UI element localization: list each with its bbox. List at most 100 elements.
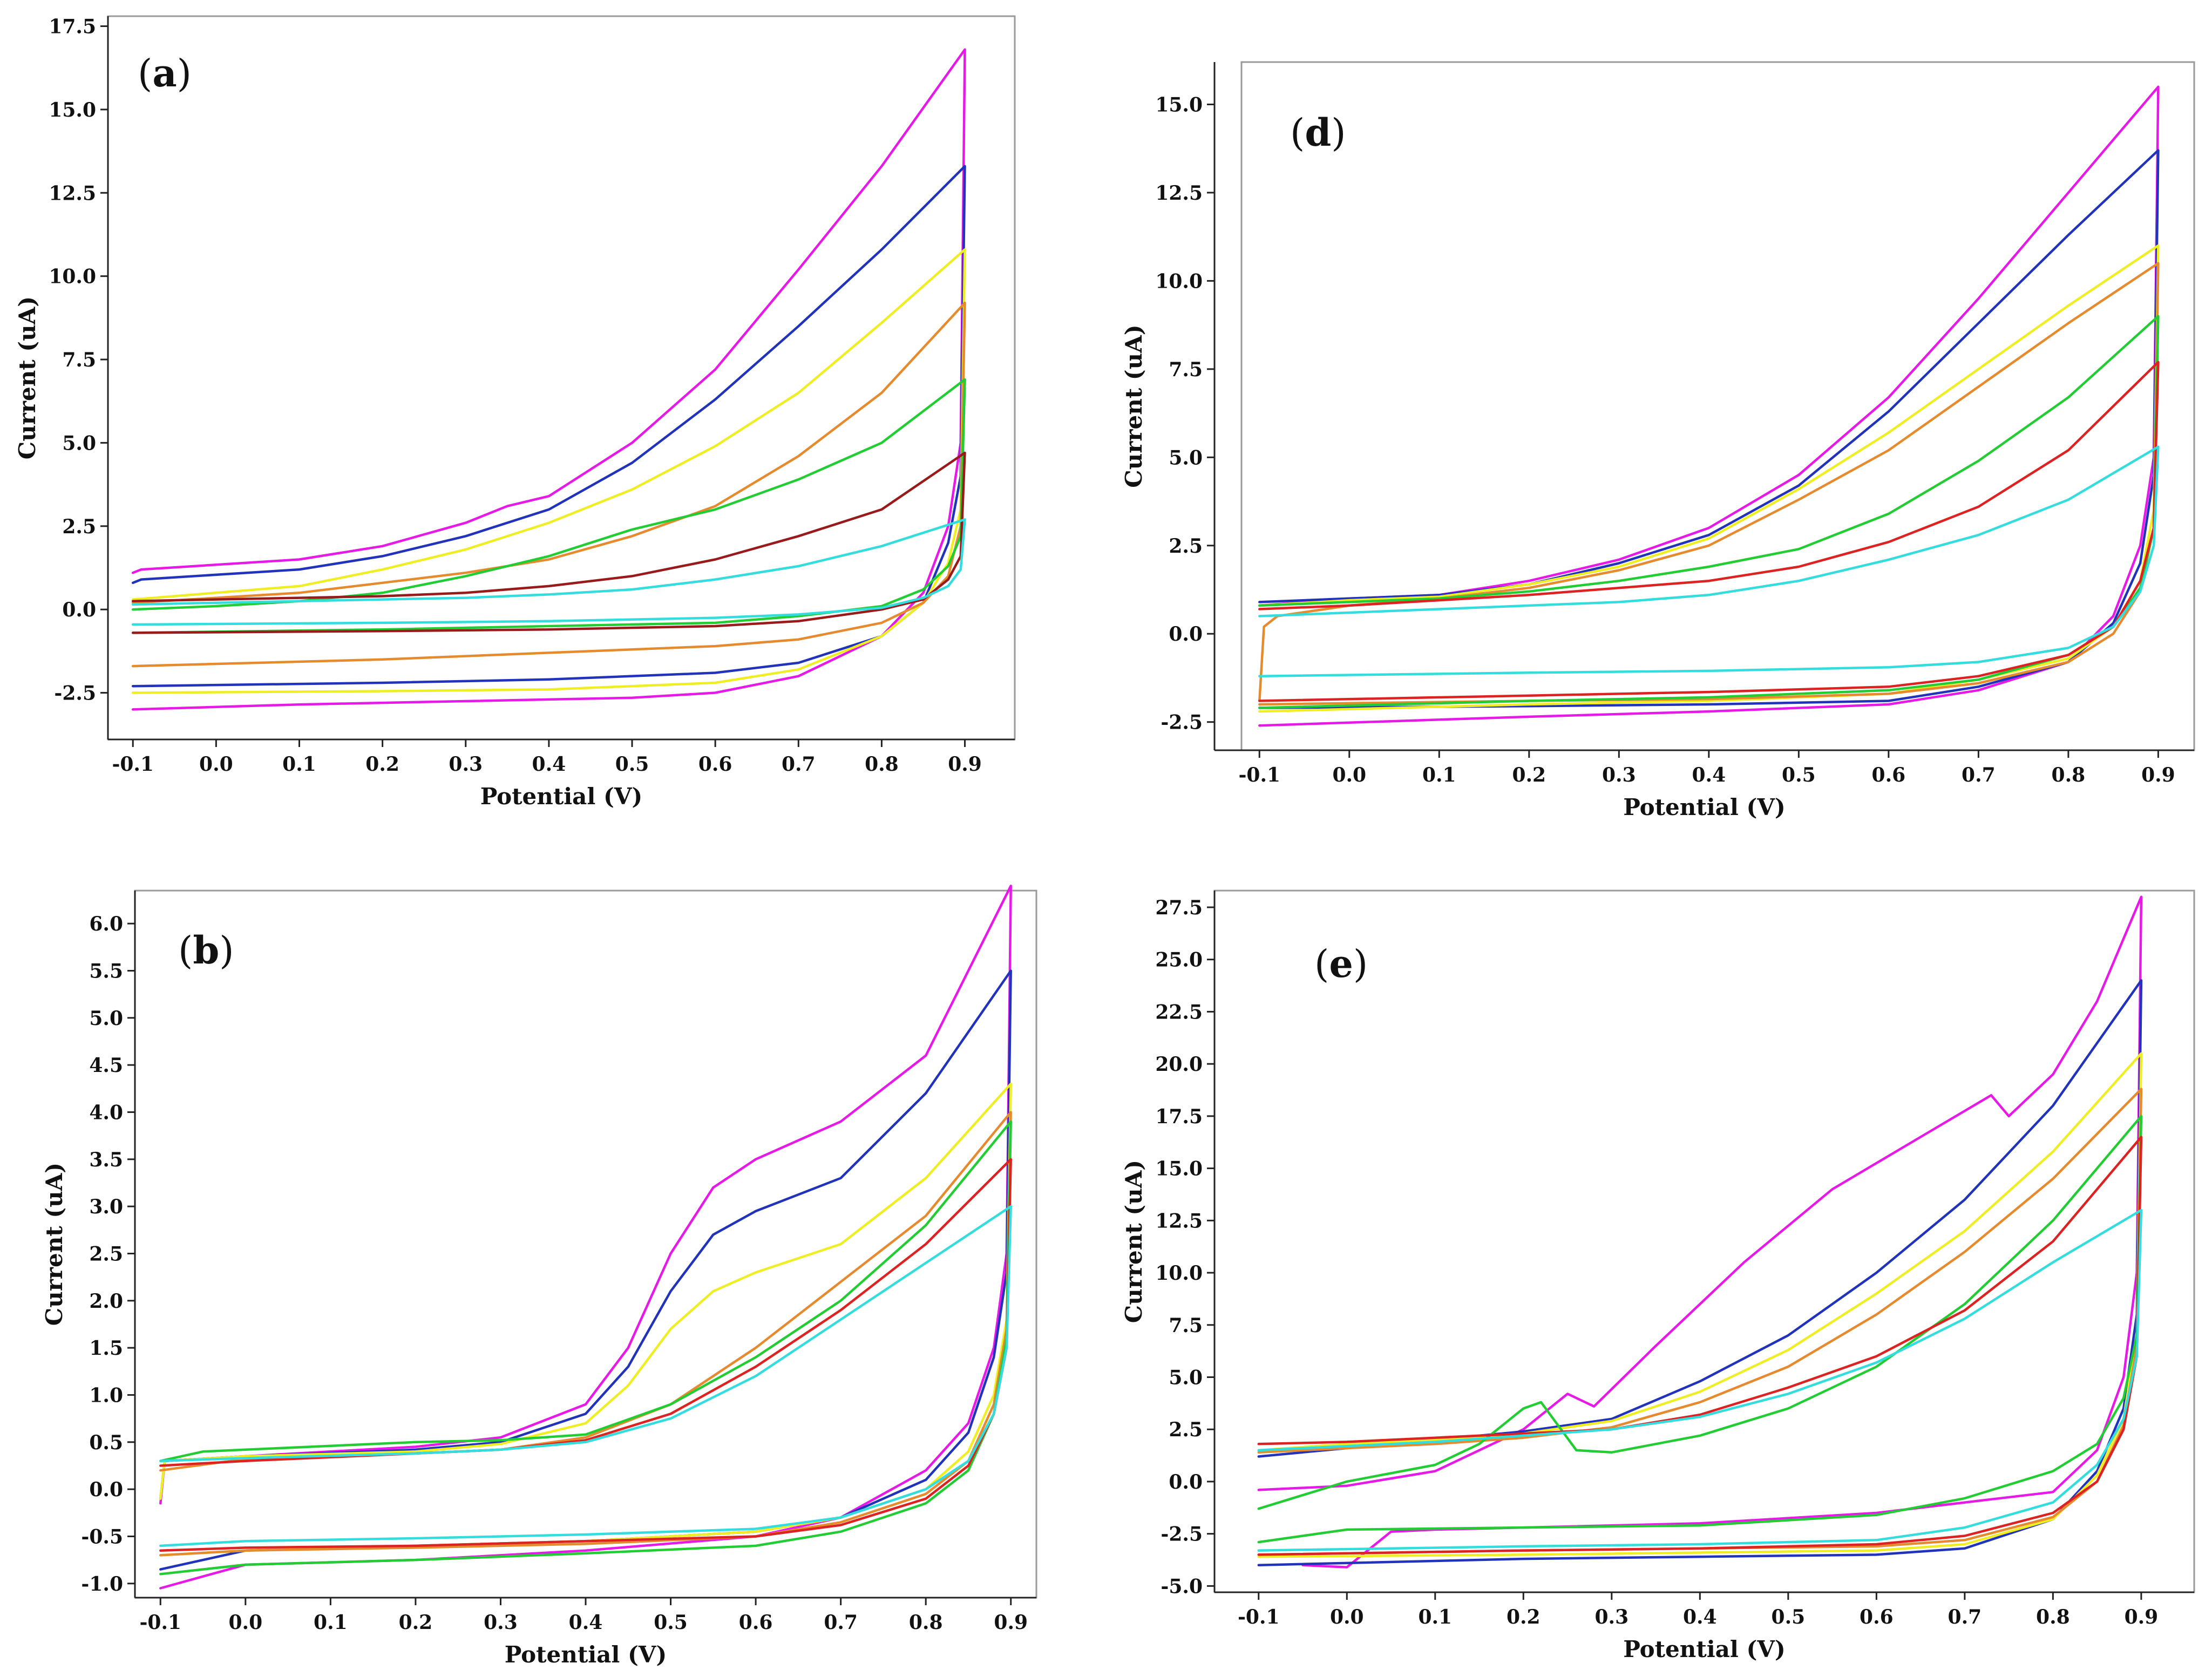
x-tick-label: 0.4 [1692, 764, 1726, 786]
y-tick-label: 10.0 [49, 266, 96, 288]
x-axis-title: Potential (V) [480, 783, 643, 810]
y-tick-label: -0.5 [81, 1525, 123, 1548]
y-tick-label: 2.5 [1169, 1418, 1203, 1441]
cv-curve-magenta [1258, 85, 2160, 727]
panel-b: -1.0 -0.5 0.0 0.5 1.0 1.5 2.0 2.5 3.0 3.5 4.0 4.5 5.… [41, 885, 1037, 1668]
cv-curve-red [1258, 361, 2160, 702]
x-tick-label: 0.6 [1872, 764, 1906, 786]
y-axis-title: Current (uA) [41, 1163, 67, 1326]
cv-curve-yellow [159, 1082, 1012, 1557]
y-tick-label: 5.0 [62, 432, 96, 454]
x-tick-label: 0.9 [2141, 764, 2175, 786]
cv-curve-magenta [131, 48, 966, 711]
x-tick-label: -0.1 [112, 753, 154, 776]
y-tick-label: 2.5 [62, 515, 96, 538]
plot-frame [1240, 61, 2195, 751]
plot-frame [1213, 890, 2195, 1593]
x-tick-label: 0.4 [1683, 1606, 1717, 1628]
cv-curve-orange [131, 301, 966, 668]
y-tick-label: 2.5 [89, 1243, 123, 1265]
x-tick-label: 0.5 [615, 753, 649, 776]
cv-curve-orange [1257, 1088, 2143, 1556]
panel-label: (a) [138, 51, 192, 96]
y-tick-label: -2.5 [1161, 1523, 1203, 1546]
panel-label: (b) [178, 928, 234, 973]
cv-curve-green [1258, 315, 2160, 709]
x-tick-label: 0.3 [484, 1611, 518, 1634]
x-tick-label: 0.9 [2125, 1606, 2159, 1628]
cv-curve-orange [159, 1111, 1012, 1557]
y-tick-label: 22.5 [1155, 1001, 1203, 1023]
cv-curve-green [1257, 1115, 2143, 1544]
y-tick-label: 27.5 [1155, 897, 1203, 919]
y-tick-label: 7.5 [62, 349, 96, 371]
cv-curve-cyan [159, 1205, 1012, 1547]
x-tick-label: 0.1 [1418, 1606, 1452, 1628]
x-tick-label: 0.5 [1782, 764, 1816, 786]
x-tick-label: 0.4 [532, 753, 566, 776]
y-tick-label: 20.0 [1155, 1053, 1203, 1076]
x-tick-label: 0.7 [1962, 764, 1996, 786]
y-tick-label: 1.0 [89, 1384, 123, 1407]
cv-curve-blue [131, 165, 966, 688]
x-tick-label: 0.6 [698, 753, 732, 776]
x-tick-label: 0.7 [824, 1611, 858, 1634]
x-tick-label: 0.7 [782, 753, 816, 776]
x-tick-label: 0.9 [994, 1611, 1028, 1634]
panel-label: (e) [1314, 941, 1368, 986]
cv-curve-red [159, 1158, 1012, 1552]
y-tick-label: 10.0 [1155, 270, 1203, 293]
y-tick-label: 7.5 [1169, 358, 1203, 381]
cv-curve-orange [1258, 262, 2160, 706]
x-tick-label: 0.1 [314, 1611, 348, 1634]
y-tick-label: 12.5 [1155, 1210, 1203, 1232]
x-tick-label: 0.3 [449, 753, 483, 776]
x-axis-title: Potential (V) [505, 1641, 667, 1668]
y-tick-label: 7.5 [1169, 1314, 1203, 1337]
y-tick-label: 6.0 [89, 913, 123, 935]
cv-curve-blue [159, 969, 1012, 1571]
cv-curve-darkred [131, 451, 966, 634]
y-tick-label: 17.5 [49, 16, 96, 38]
cv-curve-yellow [131, 248, 966, 694]
y-tick-label: 5.0 [1169, 1366, 1203, 1389]
x-tick-label: 0.9 [948, 753, 982, 776]
x-axis-title: Potential (V) [1623, 1636, 1786, 1662]
y-tick-label: 25.0 [1155, 949, 1203, 972]
x-tick-label: 0.7 [1948, 1606, 1982, 1628]
cv-curve-cyan [131, 518, 966, 626]
panel-d: -2.5 0.0 2.5 5.0 7.5 10.0 12.5 15.0 -0.1 0.0 0.1 0.… [1121, 61, 2195, 820]
y-tick-label: 15.0 [1155, 1158, 1203, 1180]
x-tick-label: 0.0 [1332, 764, 1366, 786]
y-tick-label: -2.5 [1161, 711, 1203, 734]
x-tick-label: 0.3 [1594, 1606, 1629, 1628]
cv-curve-cyan [1258, 445, 2160, 677]
y-tick-label: 3.0 [89, 1196, 123, 1218]
y-tick-label: 15.0 [49, 99, 96, 121]
x-axis-title: Potential (V) [1623, 794, 1786, 820]
y-tick-label: 0.5 [89, 1431, 123, 1454]
y-tick-label: 17.5 [1155, 1105, 1203, 1128]
x-tick-label: 0.1 [282, 753, 316, 776]
y-tick-label: 10.0 [1155, 1262, 1203, 1285]
cv-curve-blue [1257, 979, 2143, 1566]
x-tick-label: 0.0 [1330, 1606, 1364, 1628]
x-tick-label: 0.5 [654, 1611, 688, 1634]
x-tick-label: 0.3 [1602, 764, 1636, 786]
y-tick-label: 1.5 [89, 1337, 123, 1360]
y-axis-title: Current (uA) [1121, 324, 1147, 487]
x-tick-label: 0.5 [1772, 1606, 1806, 1628]
y-tick-label: 12.5 [1155, 182, 1203, 205]
y-tick-label: 4.5 [89, 1054, 123, 1077]
x-tick-label: 0.2 [365, 753, 399, 776]
x-tick-label: 0.8 [909, 1611, 943, 1634]
y-axis-title: Current (uA) [14, 296, 40, 459]
cv-curve-magenta [159, 885, 1012, 1590]
cv-curve-magenta [1257, 895, 2143, 1569]
y-tick-label: 5.0 [1169, 446, 1203, 469]
x-tick-label: 0.2 [1507, 1606, 1541, 1628]
x-tick-label: 0.0 [199, 753, 233, 776]
cv-curve-cyan [1257, 1208, 2143, 1552]
x-tick-label: 0.8 [2036, 1606, 2070, 1628]
